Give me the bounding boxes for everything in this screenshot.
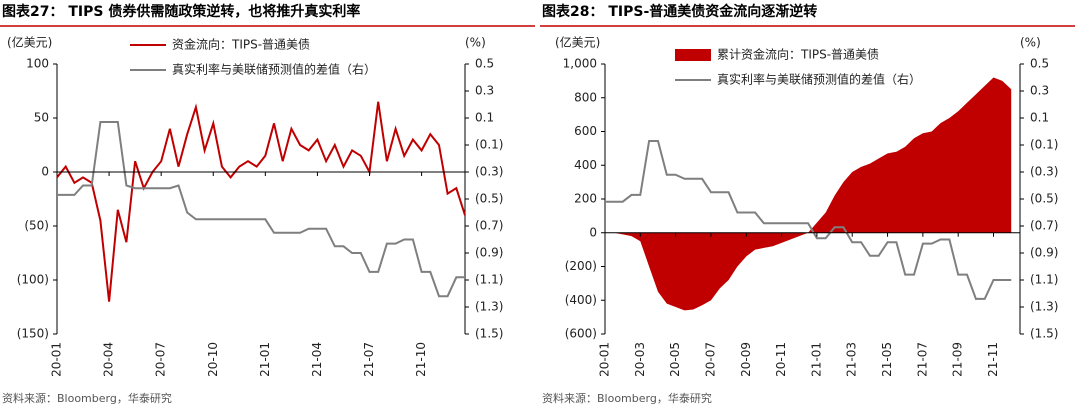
y2-tick-label: (0.1) — [475, 138, 503, 152]
y2-tick-label: (0.5) — [475, 192, 503, 206]
x-tick-label: 20-05 — [668, 342, 682, 377]
y2-tick-label: (0.9) — [475, 246, 503, 260]
y2-unit: (%) — [1020, 36, 1041, 50]
y-tick-label: 400 — [574, 158, 597, 172]
y-tick-label: (100) — [17, 273, 49, 287]
x-tick-label: 20-07 — [154, 342, 168, 377]
y-unit: (亿美元) — [7, 35, 52, 50]
source: 资料来源：Bloomberg，华泰研究 — [542, 391, 712, 405]
y-tick-label: (50) — [24, 219, 49, 233]
x-tick-label: 21-05 — [880, 342, 894, 377]
y2-tick-label: 0.5 — [1030, 57, 1049, 71]
x-tick-label: 20-01 — [50, 342, 64, 377]
y2-tick-label: (0.5) — [1030, 192, 1058, 206]
legend-label: 真实利率与美联储预测值的差值（右） — [172, 62, 376, 77]
y-tick-label: 600 — [574, 124, 597, 138]
y2-tick-label: 0.3 — [475, 84, 494, 98]
y2-tick-label: (1.5) — [1030, 327, 1058, 341]
y-tick-label: 50 — [34, 111, 49, 125]
y-tick-label: (150) — [17, 327, 49, 341]
legend-label: 资金流向：TIPS-普通美债 — [172, 37, 310, 52]
y2-tick-label: (1.3) — [1030, 300, 1058, 314]
x-tick-label: 20-07 — [703, 342, 717, 377]
y2-tick-label: (0.3) — [1030, 165, 1058, 179]
x-tick-label: 20-11 — [774, 342, 788, 377]
y-tick-label: (400) — [565, 293, 597, 307]
y2-tick-label: 0.1 — [475, 111, 494, 125]
y-tick-label: 100 — [26, 57, 49, 71]
y-tick-label: 0 — [589, 225, 597, 239]
x-tick-label: 21-01 — [258, 342, 272, 377]
y2-tick-label: 0.5 — [475, 57, 494, 71]
x-tick-label: 20-01 — [598, 342, 612, 377]
y2-tick-label: (0.7) — [1030, 219, 1058, 233]
x-tick-label: 21-04 — [310, 342, 324, 377]
x-tick-label: 21-07 — [362, 342, 376, 377]
x-tick-label: 21-01 — [809, 342, 823, 377]
chart-title: 图表28： TIPS-普通美债资金流向逐渐逆转 — [542, 3, 817, 20]
y-tick-label: 800 — [574, 90, 597, 104]
y2-tick-label: (1.1) — [475, 273, 503, 287]
y2-tick-label: (1.1) — [1030, 273, 1058, 287]
x-tick-label: 21-03 — [845, 342, 859, 377]
y2-unit: (%) — [465, 36, 486, 50]
y-unit: (亿美元) — [555, 35, 600, 50]
x-tick-label: 20-04 — [102, 342, 116, 377]
y-tick-label: 0 — [41, 165, 49, 179]
y2-tick-label: 0.3 — [1030, 84, 1049, 98]
y-tick-label: (200) — [565, 259, 597, 273]
x-tick-label: 21-07 — [915, 342, 929, 377]
x-tick-label: 20-09 — [739, 342, 753, 377]
line — [56, 101, 466, 302]
y2-tick-label: (0.1) — [1030, 138, 1058, 152]
x-tick-label: 21-09 — [951, 342, 965, 377]
x-tick-label: 21-11 — [986, 342, 1000, 377]
y-tick-label: (600) — [565, 327, 597, 341]
legend-label: 累计资金流向：TIPS-普通美债 — [717, 47, 879, 62]
legend-swatch — [675, 49, 711, 61]
y2-tick-label: 0.1 — [1030, 111, 1049, 125]
y2-tick-label: (0.7) — [475, 219, 503, 233]
y2-tick-label: (0.3) — [475, 165, 503, 179]
source: 资料来源：Bloomberg，华泰研究 — [2, 391, 172, 405]
area — [605, 77, 1012, 311]
chart-title: 图表27： TIPS 债券供需随政策逆转，也将推升真实利率 — [2, 3, 360, 20]
x-tick-label: 20-03 — [633, 342, 647, 377]
legend-label: 真实利率与美联储预测值的差值（右） — [717, 72, 921, 87]
y-tick-label: 1,000 — [563, 57, 597, 71]
line — [605, 140, 1012, 300]
y2-tick-label: (1.3) — [475, 300, 503, 314]
y-tick-label: 200 — [574, 192, 597, 206]
x-tick-label: 21-10 — [414, 342, 428, 377]
y2-tick-label: (1.5) — [475, 327, 503, 341]
x-tick-label: 20-10 — [206, 342, 220, 377]
line — [57, 121, 465, 298]
y2-tick-label: (0.9) — [1030, 246, 1058, 260]
